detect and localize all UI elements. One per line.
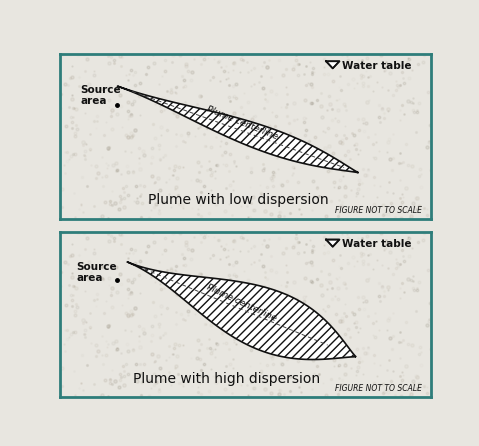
Text: Water table: Water table <box>342 239 411 249</box>
Polygon shape <box>326 240 340 247</box>
Text: FIGURE NOT TO SCALE: FIGURE NOT TO SCALE <box>335 384 422 393</box>
Text: Source
area: Source area <box>77 261 117 283</box>
Text: Source
area: Source area <box>80 85 121 107</box>
Text: Plume centerline: Plume centerline <box>205 283 278 323</box>
Text: Plume with high dispersion: Plume with high dispersion <box>133 372 320 386</box>
Text: Plume centerline: Plume centerline <box>205 104 279 141</box>
Text: Water table: Water table <box>342 61 411 71</box>
Text: Plume with low dispersion: Plume with low dispersion <box>148 194 329 207</box>
Polygon shape <box>127 262 356 359</box>
Polygon shape <box>326 61 340 68</box>
Text: FIGURE NOT TO SCALE: FIGURE NOT TO SCALE <box>335 206 422 215</box>
Polygon shape <box>118 86 358 173</box>
